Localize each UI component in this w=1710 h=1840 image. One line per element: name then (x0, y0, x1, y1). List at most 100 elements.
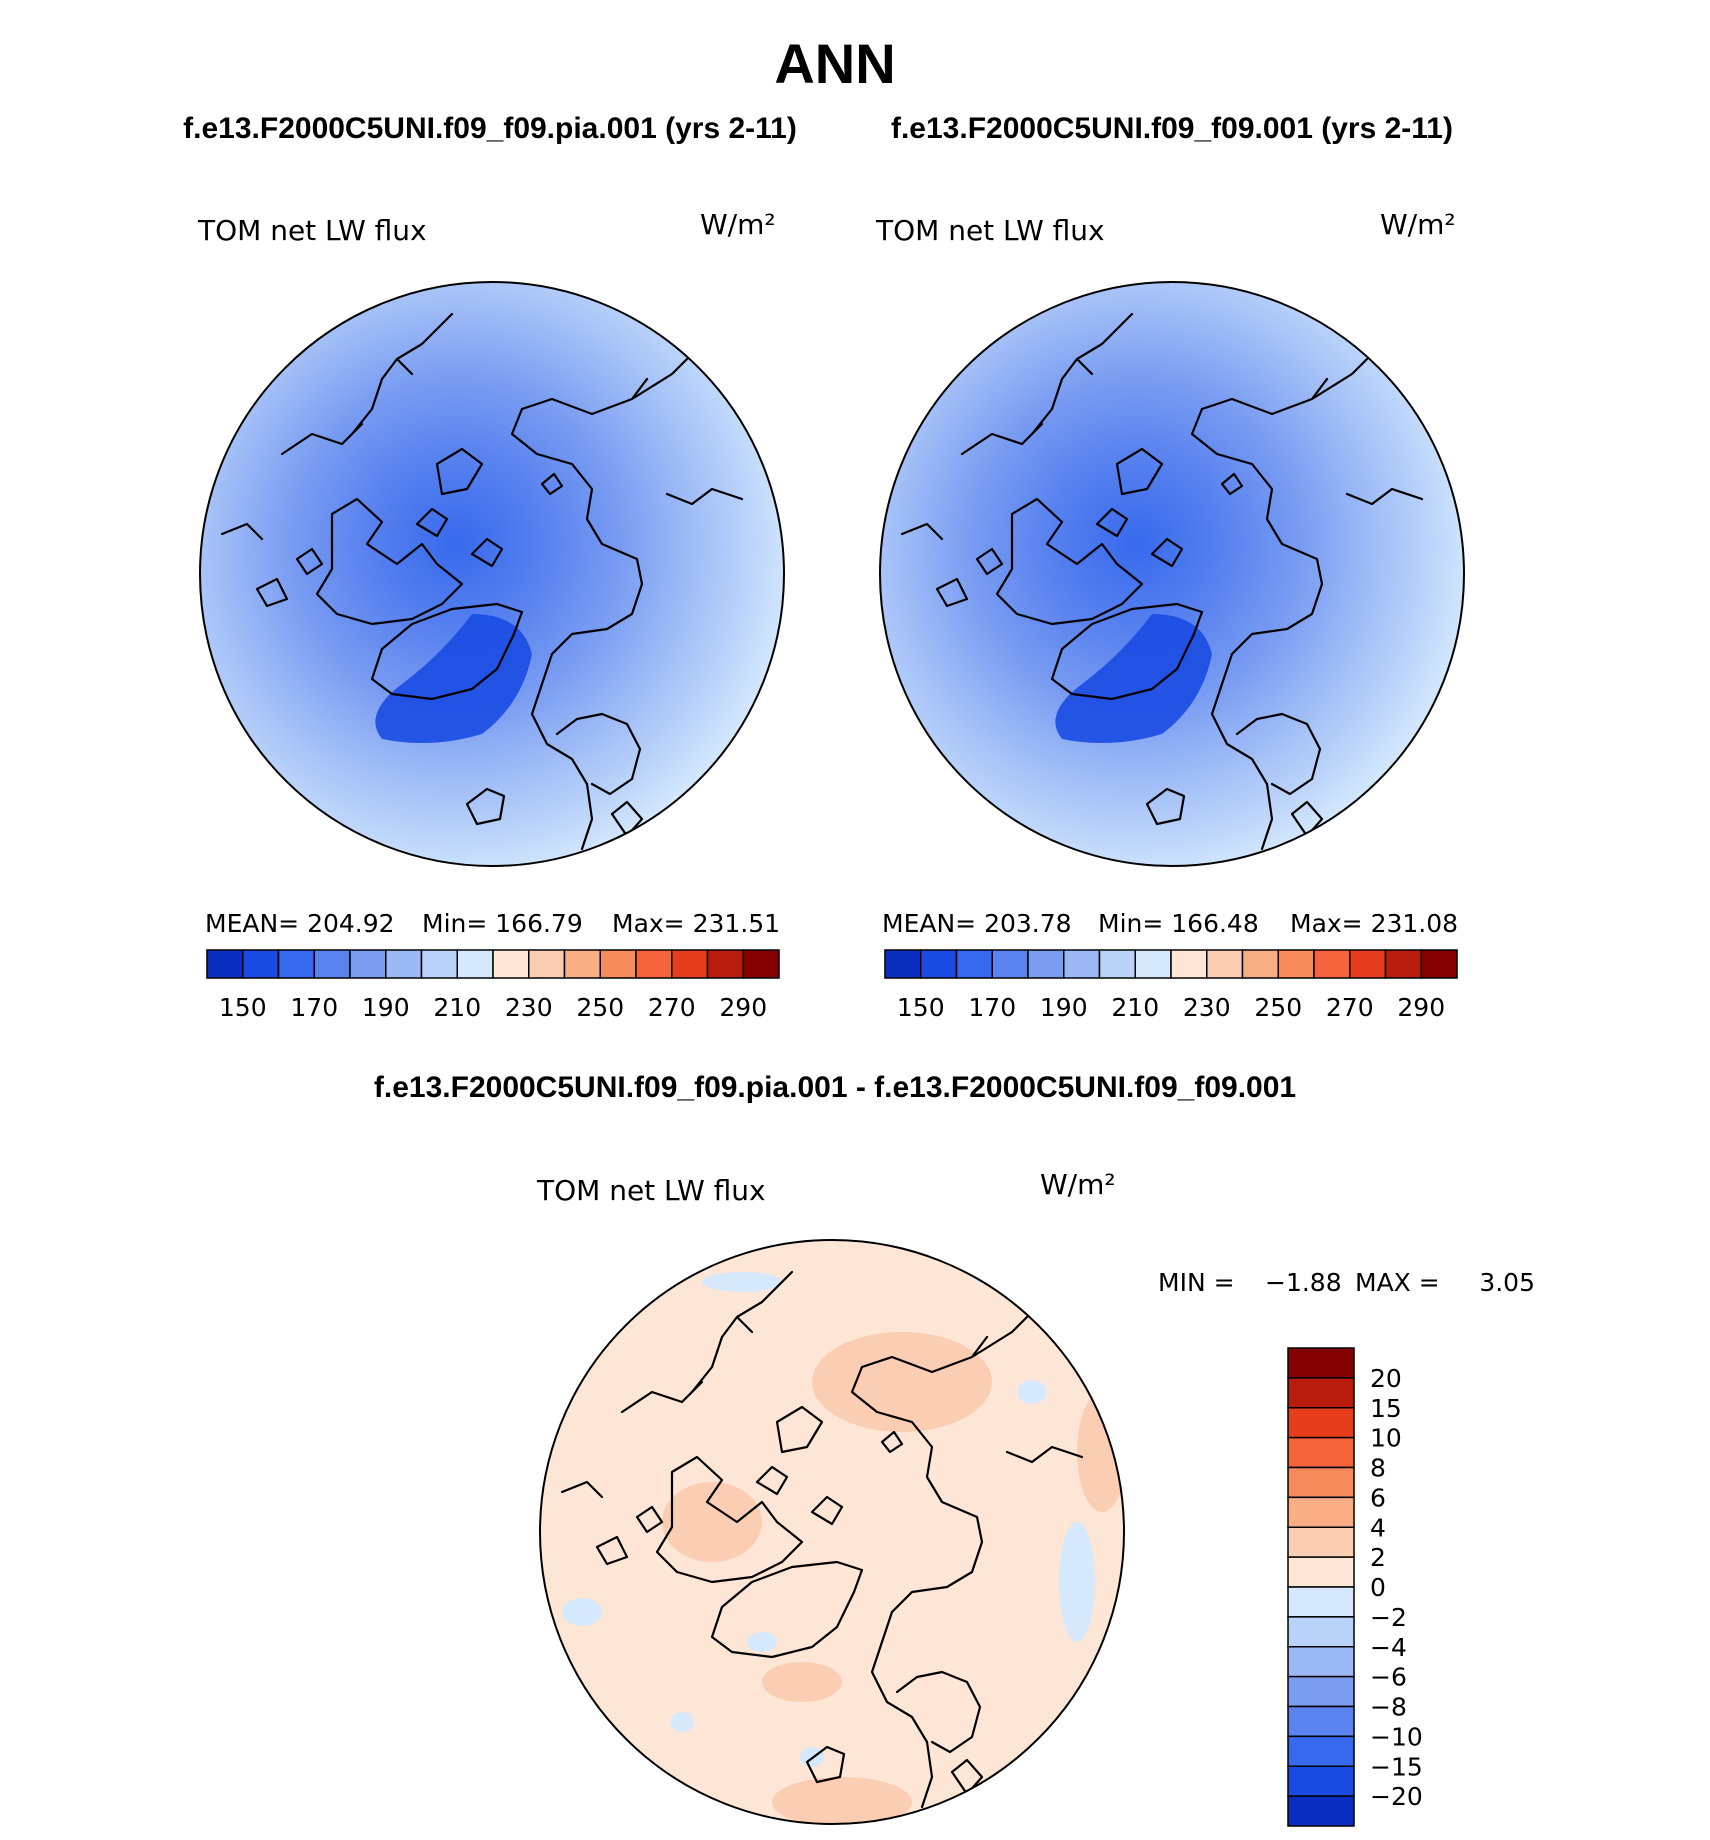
colorbar-tick-label: 6 (1370, 1483, 1386, 1512)
colorbar-tick-label: −20 (1370, 1782, 1423, 1811)
colorbar-box (1287, 1795, 1355, 1827)
colorbar-tick-label: 290 (1397, 993, 1445, 1022)
colorbar-box (206, 949, 244, 979)
colorbar-box (706, 949, 744, 979)
colorbar-box (1287, 1675, 1355, 1708)
colorbar-box (1349, 949, 1387, 979)
colorbar-tick-label: 0 (1370, 1573, 1386, 1602)
colorbar-box (1384, 949, 1422, 979)
colorbar-tick-label: −4 (1370, 1633, 1407, 1662)
colorbar-box (1287, 1377, 1355, 1409)
colorbar-tick-label: −15 (1370, 1752, 1423, 1781)
panel-1-min: Min= 166.79 (422, 909, 583, 938)
colorbar-box (492, 949, 530, 979)
colorbar-tick-label: 230 (505, 993, 553, 1022)
colorbar-box (563, 949, 601, 979)
panel-3-map (539, 1239, 1125, 1825)
panel-3-units: W/m² (1040, 1168, 1116, 1201)
colorbar-tick-label: −2 (1370, 1603, 1407, 1632)
colorbar-box (1027, 949, 1065, 979)
colorbar-box (1098, 949, 1136, 979)
colorbar-tick-label: 190 (362, 993, 410, 1022)
colorbar-box (528, 949, 566, 979)
colorbar-box (385, 949, 423, 979)
panel-2-min: Min= 166.48 (1098, 909, 1259, 938)
panel-2-max: Max= 231.08 (1290, 909, 1458, 938)
colorbar-box (1063, 949, 1101, 979)
colorbar-tick-label: −6 (1370, 1663, 1407, 1692)
panel-2-colorbar: 150 170 190 210 230 250 270 290 (884, 949, 1458, 1022)
colorbar-box (1287, 1735, 1355, 1767)
colorbar-box (1287, 1616, 1355, 1648)
colorbar-box (1241, 949, 1279, 979)
colorbar-tick-label: 270 (648, 993, 696, 1022)
colorbar-box (635, 949, 673, 979)
colorbar-box (1287, 1646, 1355, 1678)
colorbar-box (599, 949, 637, 979)
colorbar-tick-label: 10 (1370, 1424, 1402, 1453)
colorbar-box (1420, 949, 1458, 979)
colorbar-tick-label: 230 (1183, 993, 1231, 1022)
panel-1-max: Max= 231.51 (612, 909, 780, 938)
panel-3-title: f.e13.F2000C5UNI.f09_f09.pia.001 - f.e13… (374, 1071, 1296, 1104)
colorbar-box (1287, 1466, 1355, 1499)
panel-1-map (199, 281, 785, 867)
colorbar-box (277, 949, 315, 979)
colorbar-tick-label: 170 (968, 993, 1016, 1022)
colorbar-box (242, 949, 280, 979)
colorbar-box (1277, 949, 1315, 979)
panel-3-min-value: −1.88 (1265, 1268, 1342, 1297)
panel-3-min-label: MIN = (1158, 1268, 1235, 1297)
colorbar-tick-label: 270 (1326, 993, 1374, 1022)
colorbar-tick-label: 20 (1370, 1364, 1402, 1393)
panel-2: f.e13.F2000C5UNI.f09_f09.001 (yrs 2-11) … (875, 112, 1465, 1022)
colorbar-box (349, 949, 387, 979)
panel-3-max-value: 3.05 (1479, 1268, 1535, 1297)
panel-3-left-label: TOM net LW flux (536, 1174, 766, 1207)
colorbar-box (991, 949, 1029, 979)
colorbar-tick-label: 170 (290, 993, 338, 1022)
colorbar-box (456, 949, 494, 979)
colorbar-box (1287, 1556, 1355, 1588)
colorbar-tick-label: 8 (1370, 1454, 1386, 1483)
colorbar-box (1313, 949, 1351, 979)
colorbar-box (1134, 949, 1172, 979)
colorbar-tick-label: 150 (219, 993, 267, 1022)
panel-1-colorbar: 150 170 190 210 230 250 270 290 (206, 949, 780, 1022)
panel-3-max-label: MAX = (1355, 1268, 1440, 1297)
colorbar-box (1287, 1496, 1355, 1528)
panel-2-title: f.e13.F2000C5UNI.f09_f09.001 (yrs 2-11) (891, 112, 1453, 145)
colorbar-tick-label: −8 (1370, 1693, 1407, 1722)
colorbar-box (742, 949, 780, 979)
colorbar-box (313, 949, 351, 979)
colorbar-box (1287, 1347, 1355, 1379)
colorbar-box (1206, 949, 1244, 979)
colorbar-tick-label: 2 (1370, 1543, 1386, 1572)
panel-2-units: W/m² (1380, 208, 1456, 241)
panel-2-mean: MEAN= 203.78 (882, 909, 1072, 938)
colorbar-box (920, 949, 958, 979)
panel-2-map (879, 281, 1465, 867)
colorbar-box (671, 949, 709, 979)
colorbar-box (955, 949, 993, 979)
colorbar-box (1287, 1705, 1355, 1738)
colorbar-box (1287, 1526, 1355, 1558)
panel-2-left-label: TOM net LW flux (875, 214, 1105, 247)
panel-1-title: f.e13.F2000C5UNI.f09_f09.pia.001 (yrs 2-… (183, 112, 797, 145)
colorbar-tick-label: 290 (719, 993, 767, 1022)
colorbar-tick-label: 250 (576, 993, 624, 1022)
colorbar-box (420, 949, 458, 979)
colorbar-tick-label: 190 (1040, 993, 1088, 1022)
colorbar-tick-label: 210 (1111, 993, 1159, 1022)
figure-title: ANN (774, 32, 895, 95)
colorbar-box (1287, 1407, 1355, 1439)
colorbar-box (884, 949, 922, 979)
panel-1: f.e13.F2000C5UNI.f09_f09.pia.001 (yrs 2-… (183, 112, 797, 1022)
colorbar-box (1287, 1436, 1355, 1469)
colorbar-box (1287, 1586, 1355, 1618)
colorbar-box (1287, 1765, 1355, 1797)
panel-1-units: W/m² (700, 208, 776, 241)
panel-1-mean: MEAN= 204.92 (205, 909, 395, 938)
